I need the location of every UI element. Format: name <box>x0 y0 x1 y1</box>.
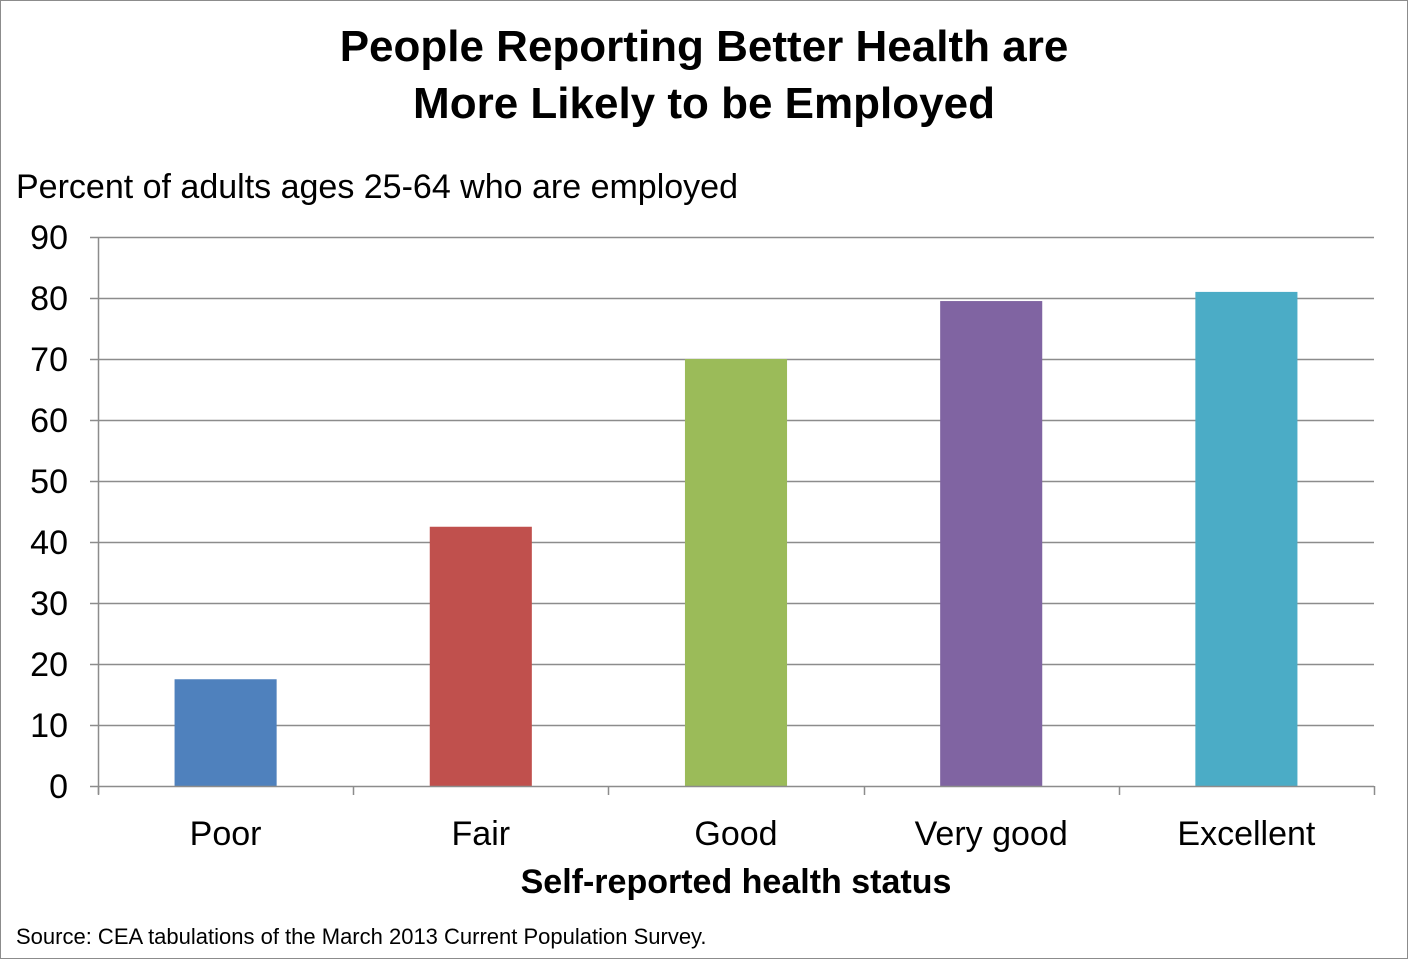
x-tick-label-good: Good <box>694 815 777 853</box>
bars <box>174 291 1298 786</box>
y-tick-label-20: 20 <box>30 646 68 684</box>
x-tick-label-excellent: Excellent <box>1177 815 1316 853</box>
bar-very-good <box>940 301 1043 786</box>
bar-poor <box>174 679 277 786</box>
chart-title: People Reporting Better Health are More … <box>0 18 1408 132</box>
y-tick-label-70: 70 <box>30 341 68 379</box>
bar-excellent <box>1195 291 1298 786</box>
x-tick-label-very-good: Very good <box>915 815 1068 853</box>
x-axis-label: Self-reported health status <box>520 863 952 901</box>
bar-good <box>684 359 788 786</box>
chart-title-line-2: More Likely to be Employed <box>413 79 995 128</box>
y-tick-label-60: 60 <box>30 402 68 440</box>
y-tick-label-10: 10 <box>30 707 68 745</box>
y-tick-label-80: 80 <box>30 280 68 318</box>
axes <box>90 236 1376 795</box>
bar-fair <box>429 526 532 786</box>
source-note: Source: CEA tabulations of the March 201… <box>16 924 707 949</box>
y-tick-label-0: 0 <box>49 768 68 806</box>
y-tick-label-50: 50 <box>30 463 68 501</box>
y-tick-label-40: 40 <box>30 524 68 562</box>
y-tick-label-30: 30 <box>30 585 68 623</box>
tick-labels: 0 10 20 30 40 50 60 70 80 90 Poor Fair Good Very good… <box>30 219 1316 853</box>
x-tick-label-poor: Poor <box>190 815 262 853</box>
x-tick-label-fair: Fair <box>452 815 511 853</box>
y-axis-label: Percent of adults ages 25-64 who are emp… <box>16 168 739 206</box>
y-tick-label-90: 90 <box>30 219 68 257</box>
chart-title-line-1: People Reporting Better Health are <box>339 22 1069 71</box>
